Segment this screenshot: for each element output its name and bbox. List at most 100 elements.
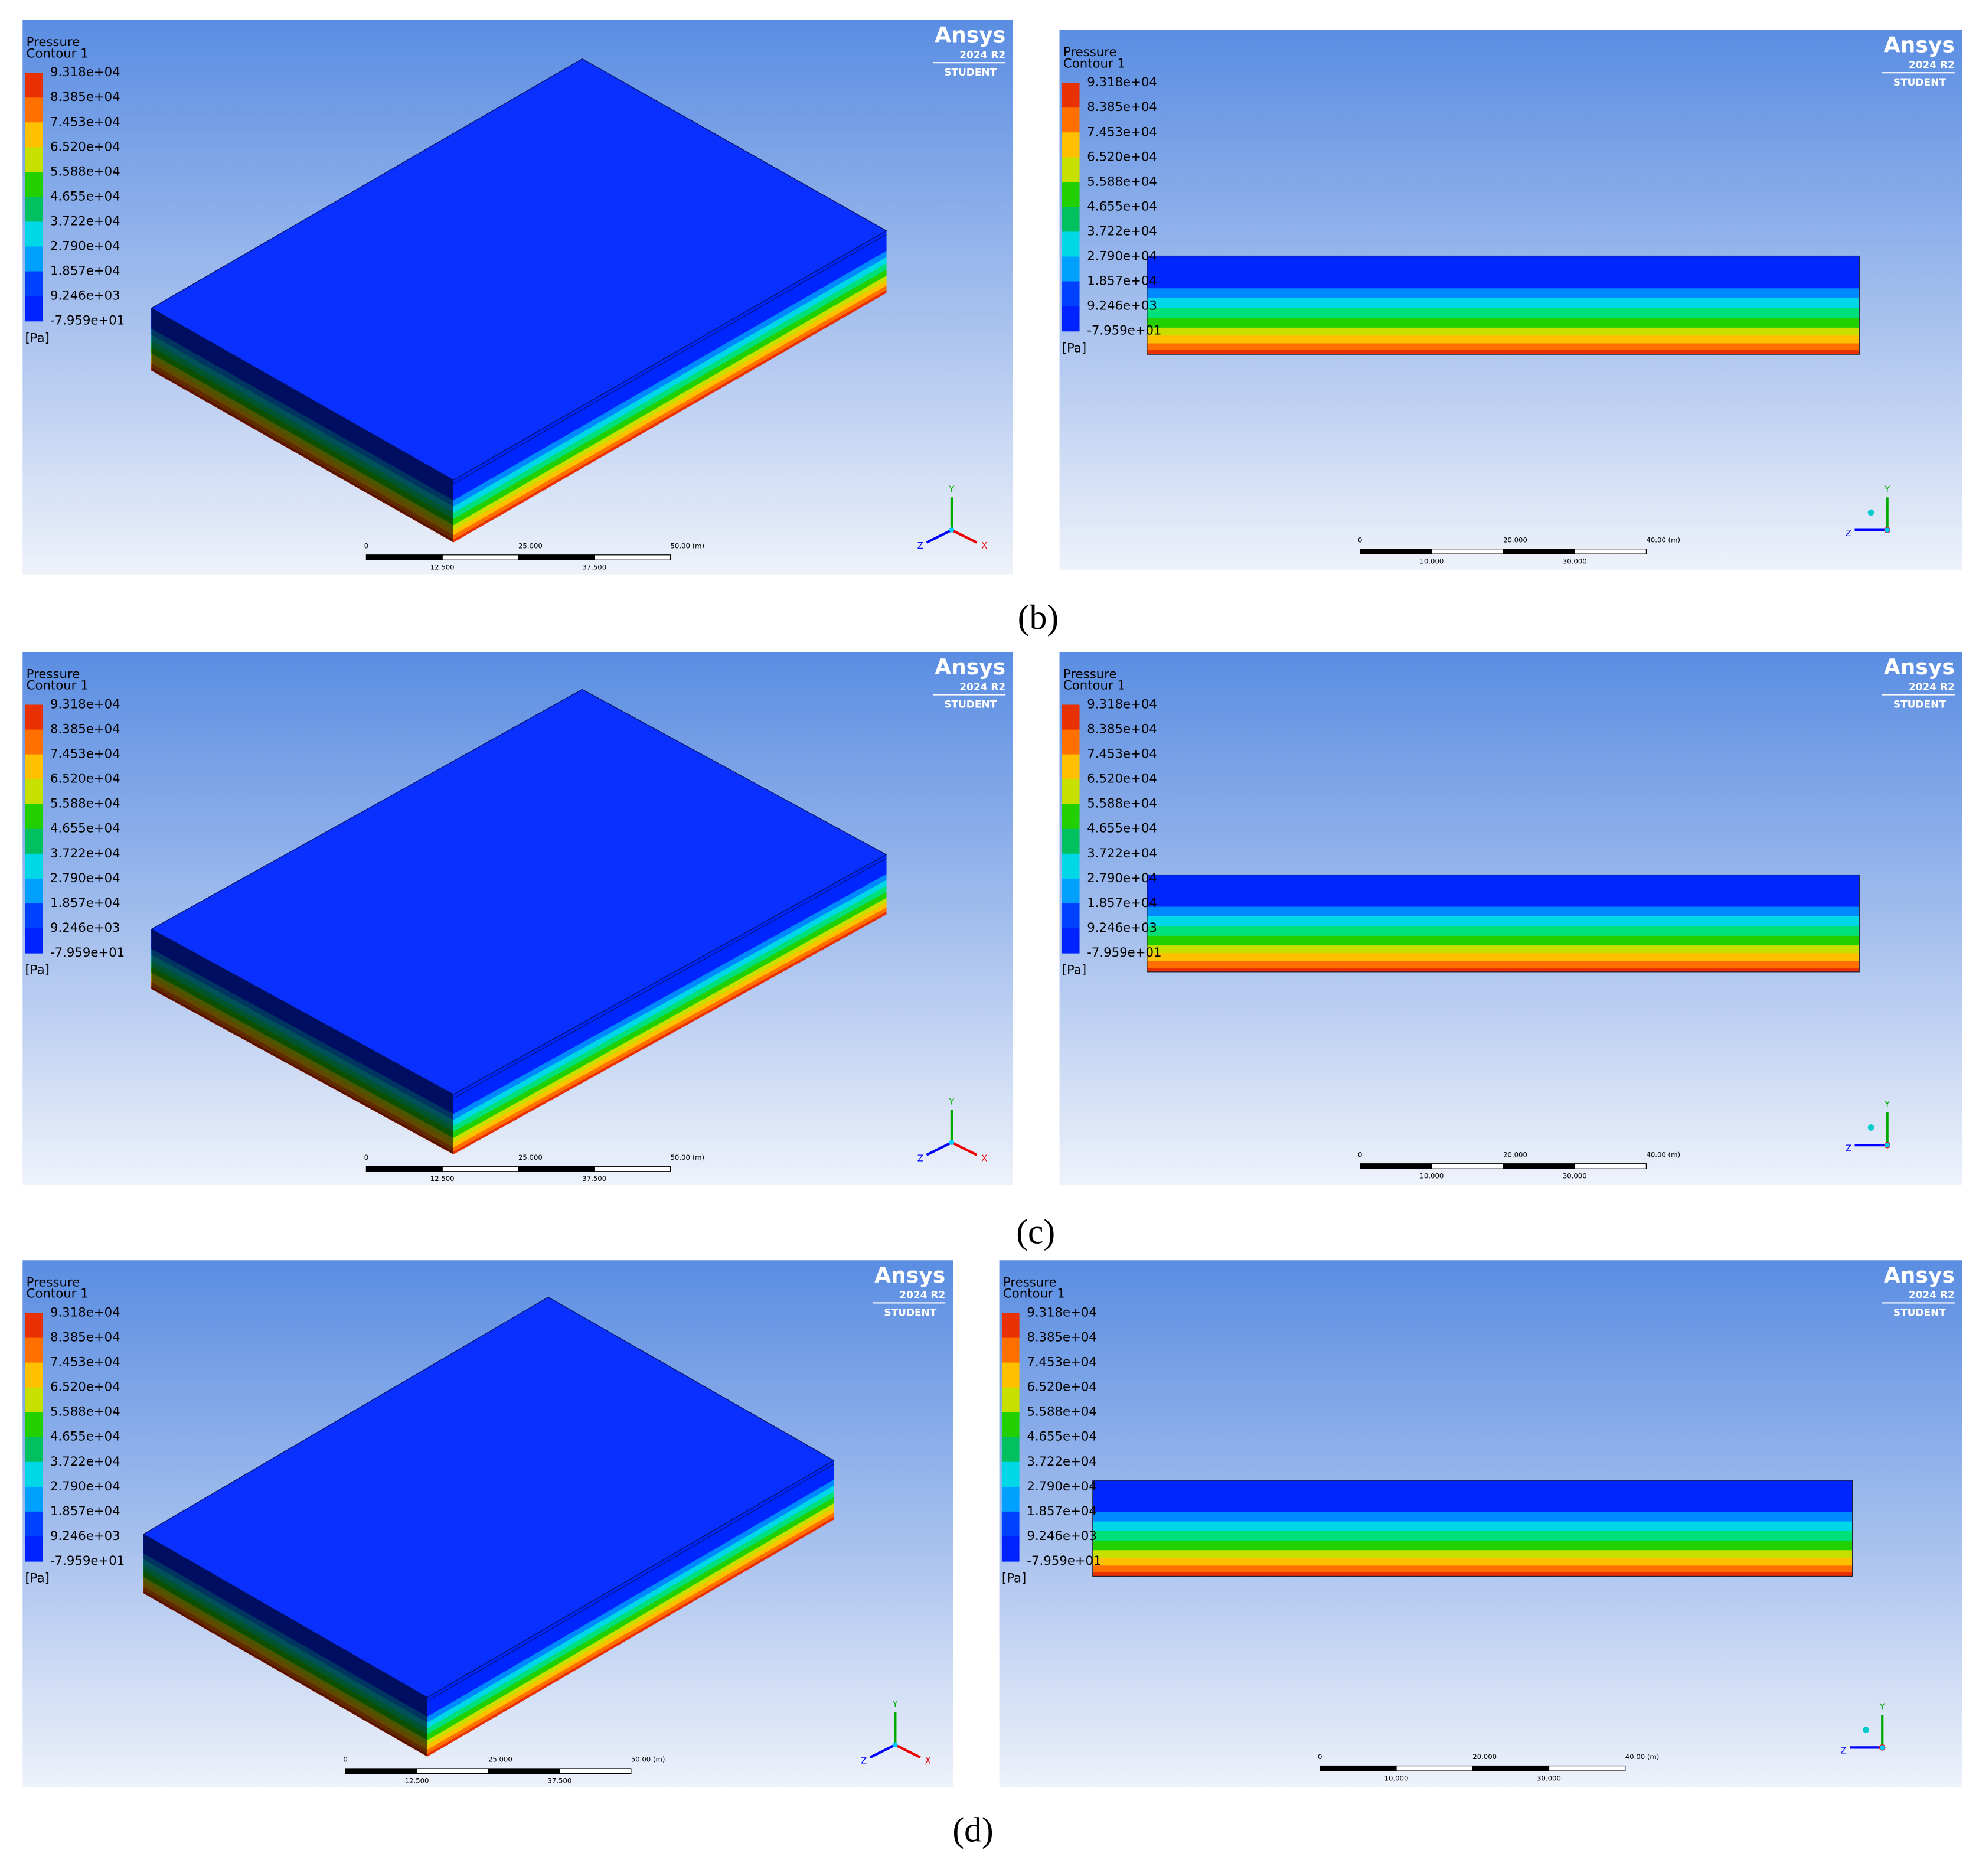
colorbar-segment: [25, 853, 43, 879]
colorbar-segment: [1062, 157, 1080, 182]
colorbar-segment: [25, 1486, 43, 1512]
legend-subtitle: Contour 1: [1003, 1287, 1065, 1301]
axis-label: X: [981, 1153, 987, 1163]
legend-label: 8.385e+04: [1027, 1330, 1097, 1345]
legend-subtitle: Contour 1: [27, 678, 89, 693]
colorbar-segment: [1062, 828, 1080, 854]
scale-label: 0: [364, 541, 368, 550]
legend-label: -7.959e+01: [1087, 324, 1161, 338]
legend-title: Pressure: [1063, 667, 1117, 682]
colorbar-segment: [1001, 1387, 1020, 1413]
scale-label: 10.000: [1384, 1774, 1409, 1782]
axis-origin: [893, 1742, 898, 1748]
caption: (b): [1018, 598, 1059, 637]
viewport-panel: 0 20.000 40.00 (m) 10.000 30.000 Y Z PressureCo…: [1059, 652, 1962, 1185]
colorbar-segment: [1062, 729, 1080, 755]
colorbar-segment: [1062, 107, 1080, 133]
legend-label: 7.453e+04: [1027, 1355, 1097, 1370]
legend-label: 9.318e+04: [1027, 1305, 1097, 1320]
scale-label: 20.000: [1503, 536, 1527, 544]
legend-label: 3.722e+04: [1087, 846, 1157, 861]
legend-subtitle: Contour 1: [27, 1287, 89, 1301]
scale-segment: [1472, 1765, 1550, 1771]
contour-band: [1147, 916, 1860, 926]
contour-band: [1147, 298, 1860, 309]
legend-label: 4.655e+04: [50, 189, 120, 204]
legend-label: -7.959e+01: [50, 1554, 125, 1568]
logo-version: 2024 R2: [959, 681, 1005, 693]
contour-band: [1092, 1521, 1853, 1532]
colorbar-segment: [25, 1412, 43, 1438]
legend-label: 4.655e+04: [50, 1430, 120, 1444]
legend-label: 2.790e+04: [50, 1479, 120, 1494]
axis-label: Y: [948, 484, 955, 495]
axis-marker: [1863, 1727, 1869, 1733]
scale-label: 0: [1358, 1150, 1362, 1159]
scale-segment: [1574, 1163, 1647, 1169]
legend-label: 1.857e+04: [50, 264, 120, 279]
colorbar-segment: [1062, 903, 1080, 929]
logo-brand: Ansys: [935, 654, 1005, 680]
scale-label: 37.500: [582, 1174, 606, 1183]
axis-origin: [1885, 527, 1890, 533]
contour-band: [1092, 1531, 1853, 1541]
domain-outline: [1147, 255, 1860, 355]
scale-label: 25.000: [518, 541, 543, 550]
legend-label: 9.318e+04: [50, 65, 120, 80]
legend-subtitle: Contour 1: [27, 46, 89, 61]
scale-label: 12.500: [430, 1174, 455, 1183]
axis-x: [951, 528, 978, 544]
contour-band: [1147, 288, 1860, 299]
legend-label: 9.246e+03: [1027, 1529, 1097, 1544]
legend-label: 6.520e+04: [1027, 1380, 1097, 1395]
domain-outline: [1092, 1480, 1853, 1577]
colorbar-segment: [1062, 231, 1080, 257]
colorbar-segment: [1062, 853, 1080, 879]
colorbar-segment: [25, 197, 43, 223]
legend-label: -7.959e+01: [1027, 1554, 1101, 1568]
scale-label: 20.000: [1503, 1150, 1527, 1159]
contour-band: [1092, 1480, 1853, 1512]
legend-unit: [Pa]: [1062, 341, 1086, 355]
logo-brand: Ansys: [1884, 1262, 1955, 1288]
legend-label: 6.520e+04: [50, 1380, 120, 1395]
legend-label: 5.588e+04: [50, 164, 120, 179]
scale-segment: [1360, 1163, 1432, 1169]
legend-label: 9.246e+03: [50, 921, 120, 935]
legend-unit: [Pa]: [1002, 1571, 1026, 1586]
logo-brand: Ansys: [1884, 32, 1955, 58]
colorbar-segment: [25, 828, 43, 854]
scale-label: 30.000: [1563, 1172, 1587, 1180]
logo-edition: STUDENT: [1893, 699, 1946, 710]
legend-label: -7.959e+01: [50, 945, 125, 960]
contour-band: [1092, 1550, 1853, 1558]
scale-segment: [1503, 549, 1575, 554]
scale-label: 0: [1358, 536, 1362, 544]
scale-segment: [1574, 549, 1647, 554]
scale-segment: [345, 1768, 417, 1774]
axis-label: X: [981, 540, 987, 551]
scale-label: 0: [343, 1756, 347, 1764]
colorbar-segment: [1062, 132, 1080, 158]
viewport-panel: 0 25.000 50.00 (m) 12.500 37.500 Y Z X PressureC…: [22, 1260, 953, 1787]
scale-label: 50.00 (m): [670, 541, 704, 550]
colorbar-segment: [25, 1536, 43, 1562]
viewport-panel: 0 25.000 50.00 (m) 12.500 37.500 Y Z X PressureC…: [22, 19, 1013, 575]
colorbar-segment: [25, 246, 43, 272]
legend-label: 9.246e+03: [1087, 921, 1157, 935]
logo-edition: STUDENT: [944, 699, 997, 710]
viewport-panel: 0 25.000 50.00 (m) 12.500 37.500 Y Z X PressureC…: [22, 652, 1013, 1185]
colorbar-segment: [1001, 1461, 1020, 1487]
axis-label: Z: [1840, 1746, 1846, 1756]
legend-title: Pressure: [27, 1275, 80, 1290]
colorbar-segment: [25, 97, 43, 123]
contour-band: [1147, 967, 1860, 973]
scale-label: 25.000: [518, 1153, 543, 1162]
viewport-panel: 0 20.000 40.00 (m) 10.000 30.000 Y Z PressureCo…: [999, 1260, 1962, 1787]
colorbar-segment: [1062, 928, 1080, 954]
legend-unit: [Pa]: [25, 1571, 50, 1586]
scale-segment: [1503, 1163, 1575, 1169]
legend-label: -7.959e+01: [1087, 945, 1161, 960]
colorbar-segment: [25, 779, 43, 805]
